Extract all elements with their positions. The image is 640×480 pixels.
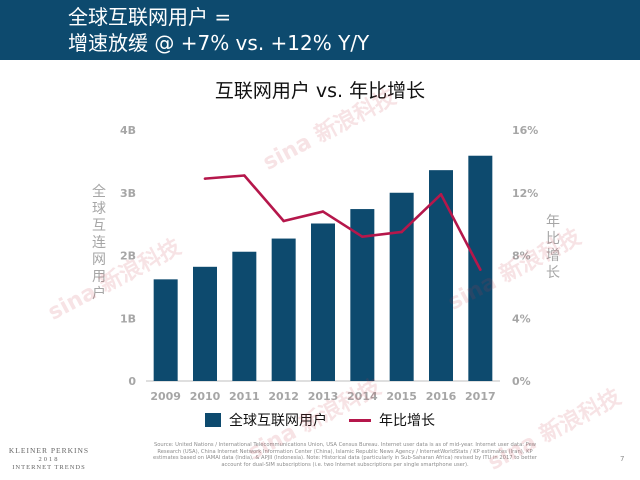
x-tick-label: 2016 [426,390,457,403]
legend-item-users: 全球互联网用户 [205,410,327,430]
bar [271,238,296,381]
bar [232,251,257,381]
y-axis-left-label: 全球互连网用户 [92,184,106,302]
page-number: 7 [620,455,625,463]
y-axis-right-label: 年比增长 [546,214,560,281]
slide-title-line-1: 全球互联网用户 = [68,5,232,29]
y-left-tick-label: 4B [120,124,136,137]
y-right-tick-label: 0% [512,375,531,388]
x-tick-label: 2013 [308,390,339,403]
bar [193,266,217,381]
x-tick-label: 2010 [190,390,221,403]
source-note: Source: United Nations / International T… [153,442,537,468]
bar [429,170,453,381]
x-tick-label: 2017 [465,390,496,403]
growth-point [282,219,285,223]
chart-title: 互联网用户 vs. 年比增长 [214,80,426,102]
header-band: 全球互联网用户 = 增速放缓 @ +7% vs. +12% Y/Y [0,0,640,60]
slide-title-line-2: 增速放缓 @ +7% vs. +12% Y/Y [68,31,370,55]
brand-line-2: 2018 [38,456,60,463]
brand-logo: KLEINER PERKINS 2018 INTERNET TRENDS [4,446,94,471]
y-right-tick-label: 4% [512,312,531,325]
legend-label-growth: 年比增长 [379,413,435,429]
y-left-tick-label: 2B [120,250,136,263]
growth-point [321,210,325,213]
y-right-tick-label: 12% [512,187,538,200]
growth-point [203,177,207,180]
legend-item-growth: 年比增长 [349,410,435,430]
y-right-tick-label: 16% [512,124,538,137]
growth-point [361,235,364,238]
bar [311,223,335,381]
brand-line-1: KLEINER PERKINS [8,446,90,455]
x-tick-label: 2011 [229,390,260,403]
legend-swatch-bar [205,413,221,427]
growth-point [243,174,246,177]
x-tick-label: 2012 [268,390,299,403]
bar [389,192,414,381]
y-left-tick-label: 3B [120,187,136,200]
bar [153,279,178,381]
growth-point [479,268,482,271]
legend: 全球互联网用户 年比增长 [0,410,640,430]
y-left-tick-label: 0 [128,375,136,388]
x-tick-label: 2009 [150,390,181,403]
x-tick-label: 2015 [386,390,417,403]
brand-line-3: INTERNET TRENDS [12,464,86,471]
legend-swatch-line [349,418,371,422]
growth-line [204,174,482,271]
y-right-tick-label: 8% [512,250,531,263]
growth-point [400,230,403,234]
legend-label-users: 全球互联网用户 [229,413,327,429]
growth-point [439,193,443,196]
slide-title: 全球互联网用户 = 增速放缓 @ +7% vs. +12% Y/Y [68,4,369,56]
x-tick-label: 2014 [347,390,378,403]
y-left-tick-label: 1B [120,312,136,325]
